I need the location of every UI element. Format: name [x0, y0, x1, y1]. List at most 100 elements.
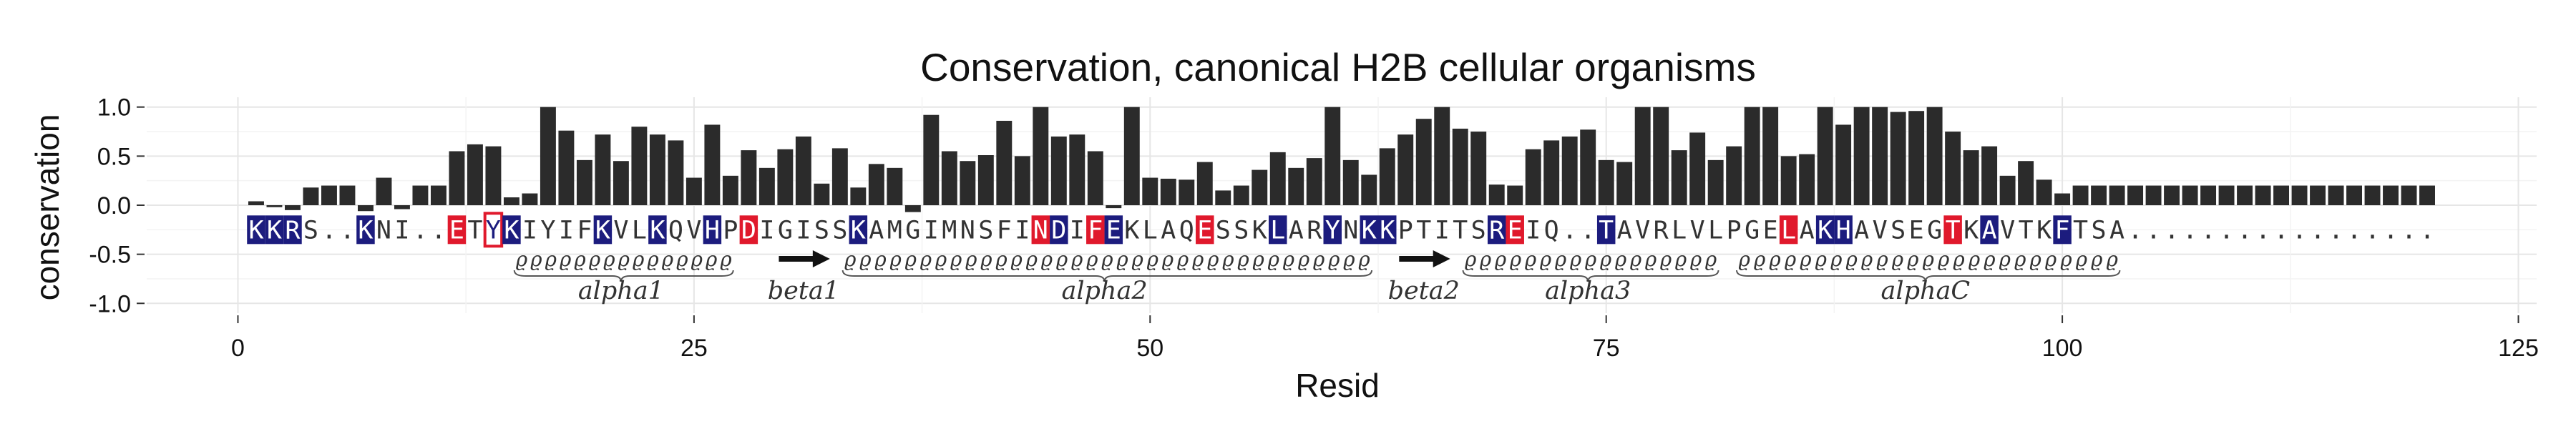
residue-highlight — [648, 215, 667, 245]
helix-coil-icon: ϱ — [676, 247, 688, 271]
bar — [1288, 167, 1304, 205]
residue-letter: I — [759, 216, 774, 245]
bar — [540, 107, 556, 205]
helix-coil-icon: ϱ — [530, 247, 542, 271]
residue-letter: L — [1672, 216, 1687, 245]
residue-highlight — [1943, 215, 1962, 245]
residue-letter: M — [942, 216, 957, 245]
residue-highlight — [1596, 215, 1616, 245]
residue-letter: . — [2238, 216, 2253, 245]
bars — [248, 107, 2435, 212]
bar — [1342, 159, 1359, 205]
bar — [321, 185, 337, 205]
helix-coil-icon: ϱ — [516, 247, 528, 271]
residue-letter: . — [2201, 216, 2216, 245]
ss-label-alpha1: alpha1 — [578, 277, 664, 305]
residue-letter: Q — [668, 216, 683, 245]
bar — [2383, 185, 2399, 205]
residue-letter: P — [723, 216, 738, 245]
y-tick-label: 0.0 — [97, 192, 131, 220]
residue-letter: T — [1599, 216, 1614, 245]
x-axis: 0 25 50 75 100 125 — [231, 315, 2539, 362]
bar — [1580, 129, 1596, 205]
helix-coil-icon: ϱ — [1830, 247, 1843, 271]
bar — [1817, 107, 1833, 205]
residue-letter: A — [1982, 216, 1997, 245]
bar — [412, 185, 429, 205]
residue-letter: . — [1562, 216, 1577, 245]
bar — [485, 146, 502, 205]
ss-label-alpha2: alpha2 — [1061, 277, 1147, 305]
residue-highlight — [1086, 215, 1105, 245]
bar — [1598, 159, 1614, 205]
helix-brace — [513, 270, 734, 282]
residue-letter: . — [2128, 216, 2143, 245]
bar — [2291, 185, 2308, 205]
residue-highlight — [1377, 215, 1397, 245]
bar — [1014, 156, 1030, 205]
residue-letter: Y — [1325, 216, 1340, 245]
residue-letter: K — [851, 216, 866, 245]
residue-letter: K — [358, 216, 373, 245]
residue-letter: D — [741, 216, 756, 245]
helix-coil-icon: ϱ — [1690, 247, 1702, 271]
bar — [1616, 162, 1633, 205]
residue-highlight — [739, 215, 758, 245]
bar — [722, 175, 738, 205]
bar — [1634, 107, 1651, 205]
residue-letter: . — [2311, 216, 2326, 245]
bar — [522, 193, 538, 205]
residue-highlight — [502, 215, 521, 245]
bar — [1123, 107, 1140, 205]
helix-coil-icon: ϱ — [1237, 247, 1249, 271]
bar — [1671, 150, 1687, 205]
residue-letter: T — [1946, 216, 1961, 245]
helix-coil-icon: ϱ — [1585, 247, 1597, 271]
bar — [1106, 205, 1122, 209]
helix-coil-icon: ϱ — [1555, 247, 1567, 271]
residue-highlight — [849, 215, 868, 245]
residue-letter: D — [1051, 216, 1066, 245]
helix-coil-icon: ϱ — [574, 247, 586, 271]
residue-letter: H — [705, 216, 720, 245]
helix-coil-icon: ϱ — [1660, 247, 1672, 271]
residue-highlight — [356, 215, 375, 245]
helix-coil-icon: ϱ — [706, 247, 718, 271]
helix-coil-icon: ϱ — [844, 247, 857, 271]
bar — [631, 127, 648, 205]
helix-coil-icon: ϱ — [1892, 247, 1904, 271]
bar — [2364, 185, 2381, 205]
helix-coil-icon: ϱ — [1010, 247, 1023, 271]
helix-coil-icon: ϱ — [1738, 247, 1750, 271]
residue-letter: . — [2182, 216, 2197, 245]
residue-letter: T — [1416, 216, 1431, 245]
residue-letter: . — [2328, 216, 2343, 245]
ss-label-beta2: beta2 — [1388, 277, 1460, 305]
residue-highlight — [1031, 215, 1050, 245]
residue-highlight — [593, 215, 613, 245]
bar — [1999, 175, 2016, 205]
helix-coil-icon: ϱ — [1222, 247, 1234, 271]
bar — [1908, 111, 1925, 205]
bar — [977, 154, 994, 205]
bar — [2164, 185, 2180, 205]
bar — [1196, 162, 1213, 205]
bar — [1981, 146, 1998, 205]
residue-letter: K — [248, 216, 263, 245]
residue-letter: S — [978, 216, 993, 245]
bar — [1872, 107, 1888, 205]
residue-letter: K — [650, 216, 665, 245]
helix-coil-icon: ϱ — [662, 247, 674, 271]
y-tick-label: -1.0 — [89, 290, 131, 317]
bar — [266, 205, 283, 207]
residue-letter: G — [1927, 216, 1942, 245]
residue-letter: . — [2419, 216, 2434, 245]
bar — [1689, 132, 1706, 205]
helix-coil-icon: ϱ — [720, 247, 732, 271]
residue-letter: S — [832, 216, 847, 245]
helix-coil-icon: ϱ — [1041, 247, 1053, 271]
helix-coil-icon: ϱ — [965, 247, 977, 271]
bar — [2018, 161, 2034, 205]
residue-highlight — [1487, 215, 1506, 245]
